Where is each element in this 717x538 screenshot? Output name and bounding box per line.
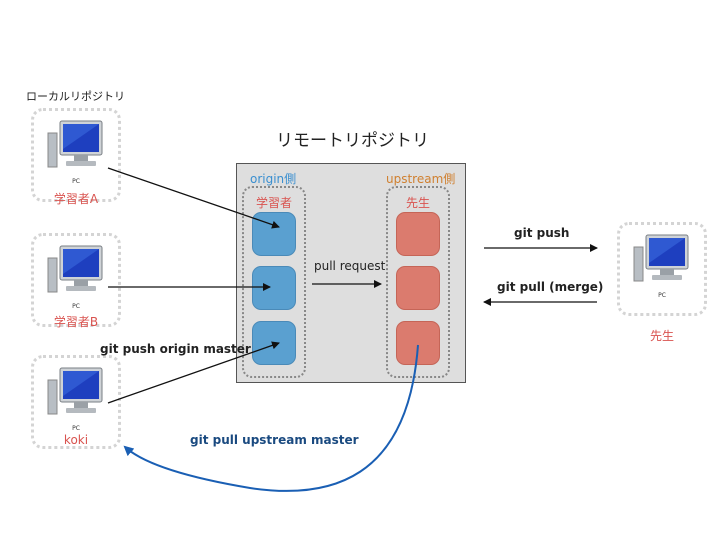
computer-icon — [47, 367, 103, 415]
pc-koki: PC — [31, 355, 121, 449]
upstream-group-label: 先生 — [405, 196, 430, 210]
koki-name: koki — [63, 433, 89, 447]
arrow-git-pull-upstream — [123, 344, 419, 492]
git-pull-upstream-master-label: git pull upstream master — [190, 433, 359, 447]
origin-group-label: 学習者 — [255, 196, 292, 210]
upstream-repo-2 — [396, 266, 440, 310]
arrow-student-a-push — [107, 167, 280, 229]
computer-icon — [633, 234, 689, 282]
pc-student-a: PC — [31, 108, 121, 202]
upstream-repo-3 — [396, 321, 440, 365]
pc-label: PC — [72, 178, 80, 185]
origin-repo-student-a — [252, 212, 296, 256]
pc-label: PC — [72, 303, 80, 310]
remote-repo-title: リモートリポジトリ — [276, 131, 429, 151]
git-pull-merge-label: git pull (merge) — [497, 280, 604, 294]
upstream-group: 先生 — [386, 186, 450, 378]
teacher-name: 先生 — [649, 329, 674, 343]
upstream-side-label: upstream側 — [386, 172, 456, 186]
pc-teacher: PC — [617, 222, 707, 316]
git-push-label: git push — [514, 226, 570, 240]
student-b-name: 学習者B — [53, 315, 99, 329]
computer-icon — [47, 120, 103, 168]
remote-repository: origin側 upstream側 学習者 先生 — [236, 163, 466, 383]
origin-repo-student-b — [252, 266, 296, 310]
upstream-repo-1 — [396, 212, 440, 256]
pc-student-b: PC — [31, 233, 121, 327]
student-a-name: 学習者A — [53, 192, 99, 206]
pull-request-label: pull request — [314, 259, 386, 273]
arrow-koki-push — [107, 341, 280, 404]
pc-label: PC — [658, 292, 666, 299]
local-repo-label: ローカルリポジトリ — [26, 90, 125, 103]
computer-icon — [47, 245, 103, 293]
origin-side-label: origin側 — [250, 172, 297, 186]
git-push-origin-master-label: git push origin master — [100, 342, 251, 356]
pc-label: PC — [72, 425, 80, 432]
